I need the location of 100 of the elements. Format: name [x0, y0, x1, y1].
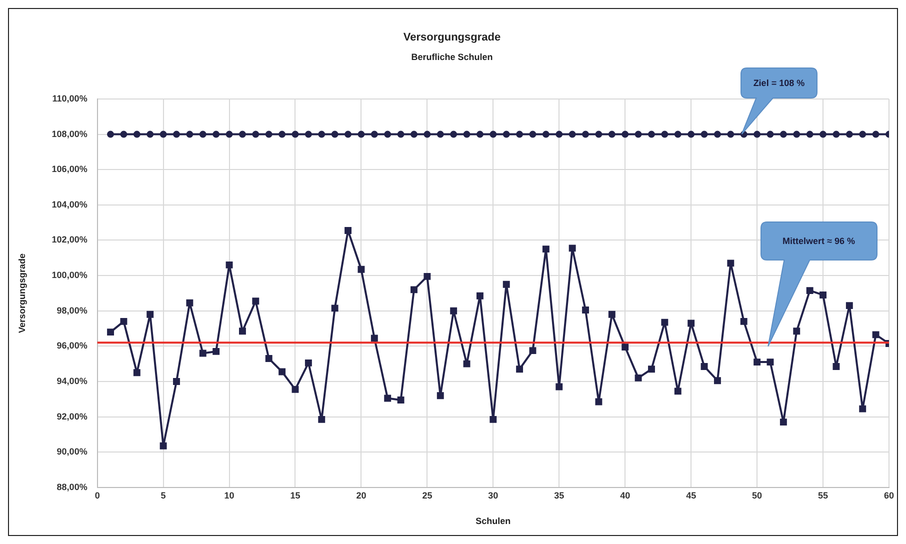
x-tick-label: 10 [224, 490, 234, 500]
point [806, 130, 814, 138]
point [450, 307, 458, 314]
y-tick-label: 98,00% [56, 305, 88, 316]
point [766, 358, 774, 366]
point [410, 286, 418, 294]
x-tick-label: 55 [818, 490, 828, 500]
point [859, 130, 866, 138]
x-tick-label: 25 [422, 490, 432, 500]
point [793, 328, 800, 335]
point [727, 130, 734, 138]
point [568, 130, 576, 138]
point [556, 383, 563, 390]
point [859, 405, 866, 412]
y-tick-label: 110,00% [52, 93, 88, 104]
point [740, 318, 748, 325]
y-tick-label: 96,00% [56, 340, 88, 351]
point [542, 246, 550, 253]
point [780, 418, 787, 426]
point [304, 130, 312, 138]
point [766, 130, 774, 138]
y-tick-label: 90,00% [56, 446, 88, 457]
point [714, 130, 721, 138]
point [436, 130, 444, 138]
point [226, 261, 233, 268]
x-tick-label: 5 [160, 490, 166, 500]
point [344, 130, 352, 138]
point [529, 130, 536, 138]
y-tick-label: 104,00% [52, 199, 88, 210]
point [727, 260, 734, 267]
point [160, 442, 167, 450]
point [133, 369, 140, 376]
point [278, 368, 286, 376]
point [872, 130, 880, 138]
point [212, 130, 220, 138]
point [318, 130, 326, 138]
point [344, 227, 352, 234]
point [793, 130, 800, 138]
y-tick-label: 108,00% [52, 128, 88, 139]
x-tick-label: 20 [356, 490, 366, 500]
point [358, 266, 365, 273]
point [172, 130, 180, 138]
point [674, 388, 682, 395]
point [450, 130, 458, 138]
x-tick-label: 40 [620, 490, 630, 500]
point [476, 130, 484, 138]
point [278, 130, 286, 138]
chart-subtitle: Berufliche Schulen [411, 52, 493, 62]
point [582, 306, 589, 314]
point [370, 334, 378, 342]
point [331, 304, 338, 312]
point [384, 394, 392, 402]
y-tick-label: 102,00% [52, 234, 88, 245]
point [370, 130, 378, 138]
point [384, 130, 392, 138]
point [502, 280, 510, 288]
y-tick-label: 94,00% [56, 376, 88, 386]
point [265, 130, 272, 138]
point [556, 130, 563, 138]
point [820, 291, 826, 298]
point [107, 130, 114, 138]
point [199, 130, 206, 138]
point [292, 130, 299, 138]
point [252, 130, 260, 138]
point [661, 318, 668, 326]
x-tick-label: 30 [488, 490, 498, 500]
x-tick-label: 35 [554, 490, 564, 500]
point [226, 130, 233, 138]
annotation: Mittelwert ≈ 96 % [782, 236, 855, 246]
point [120, 318, 128, 325]
point [476, 292, 484, 300]
point [238, 130, 246, 138]
point [516, 366, 524, 373]
point [199, 350, 206, 357]
point [463, 360, 470, 368]
point [463, 130, 470, 138]
x-tick-label: 50 [752, 490, 762, 500]
point [318, 416, 326, 423]
y-tick-label: 92,00% [56, 411, 88, 422]
point [173, 378, 180, 385]
point [846, 130, 853, 138]
point [634, 130, 642, 138]
point [410, 130, 418, 138]
point [608, 310, 616, 318]
point [120, 130, 128, 138]
point [780, 130, 787, 138]
point [622, 130, 629, 138]
point [700, 130, 708, 138]
x-tick-label: 45 [686, 490, 696, 500]
point [186, 299, 194, 306]
point [146, 130, 154, 138]
point [622, 344, 629, 351]
point [252, 298, 260, 305]
point [754, 358, 761, 366]
point [674, 130, 682, 138]
y-tick-label: 106,00% [52, 164, 88, 174]
chart-title: Versorgungsgrade [403, 32, 501, 44]
y-tick-label: 100,00% [52, 270, 88, 280]
point [490, 130, 497, 138]
point [832, 130, 840, 138]
